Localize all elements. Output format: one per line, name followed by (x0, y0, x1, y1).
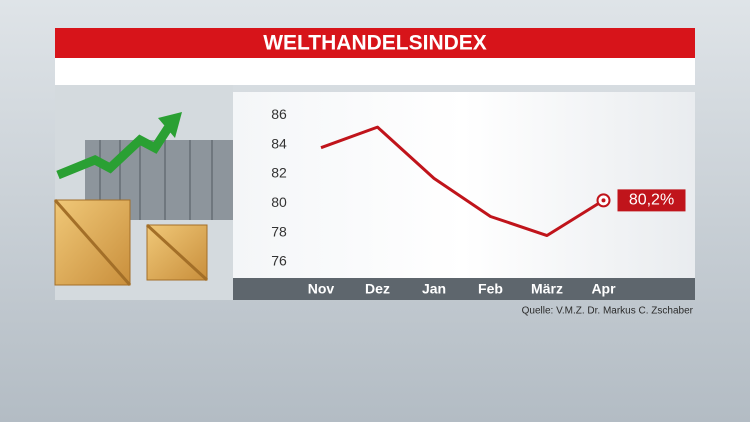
y-tick-label: 80 (271, 194, 287, 210)
y-tick-label: 84 (271, 135, 287, 151)
y-tick-label: 78 (271, 223, 287, 239)
data-line (320, 125, 605, 238)
title-bar (55, 28, 695, 58)
subtitle-bar (55, 58, 695, 85)
x-tick-label: März (531, 281, 563, 297)
illustration (53, 85, 233, 300)
point-dot (601, 198, 606, 203)
x-tick-label: Feb (478, 281, 503, 297)
x-tick-label: Dez (365, 281, 390, 297)
x-axis-bar (233, 278, 695, 300)
x-tick-label: Nov (308, 281, 335, 297)
y-tick-label: 82 (271, 165, 287, 181)
source: Quelle: V.M.Z. Dr. Markus C. Zschaber (522, 306, 694, 317)
y-tick-label: 86 (271, 106, 287, 122)
y-tick-label: 76 (271, 253, 287, 269)
plot-area (233, 92, 695, 278)
value-label: 80,2% (629, 192, 674, 209)
value-label-box (617, 189, 686, 212)
x-tick-label: Apr (591, 281, 616, 297)
chart-title: WELTHANDELSINDEX (263, 32, 487, 55)
x-tick-label: Jan (422, 281, 446, 297)
